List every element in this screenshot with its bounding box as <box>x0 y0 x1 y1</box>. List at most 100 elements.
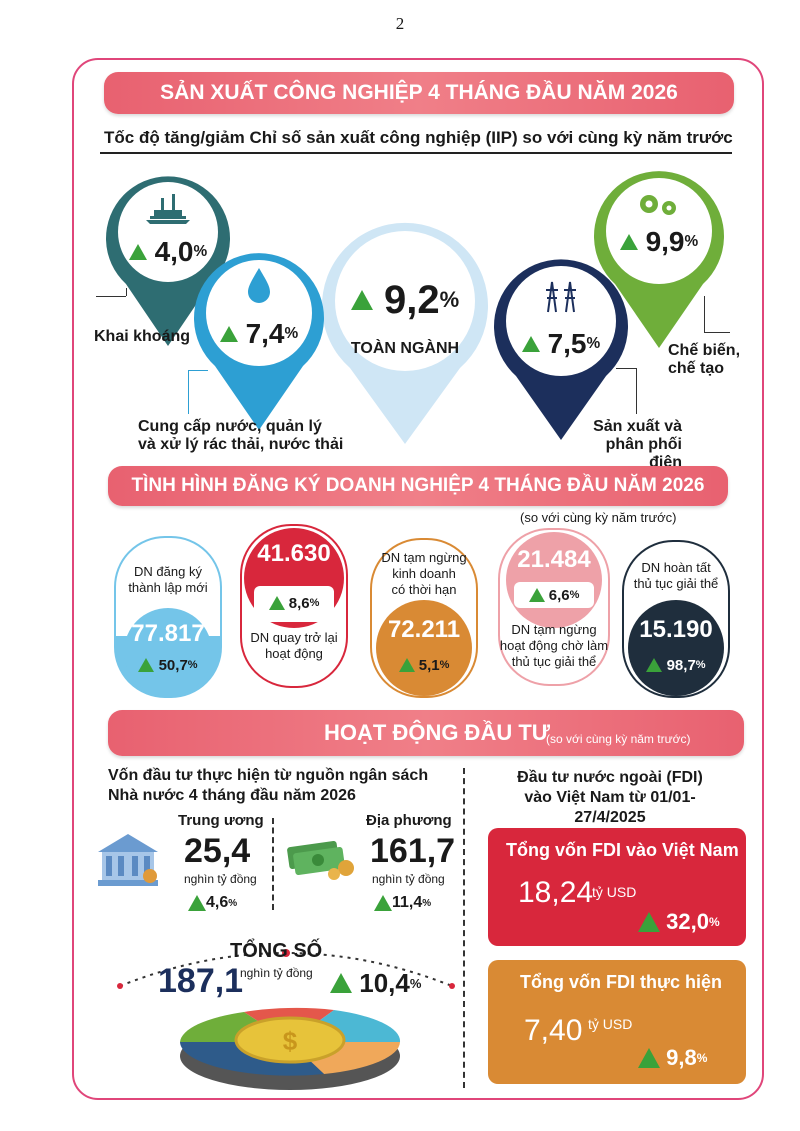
water-value: 7,4 <box>245 317 285 349</box>
pin-electricity: 7,5% <box>494 254 628 444</box>
pending-label-line1: DN tạm ngừng <box>511 622 597 637</box>
dissolved-label-line1: DN hoàn tất <box>641 560 711 575</box>
fdi-disbursed-box: Tổng vốn FDI thực hiện 7,40 tỷ USD 9,8% <box>488 960 746 1084</box>
pct-sign: % <box>439 659 450 672</box>
new-label-line2: thành lập mới <box>128 580 208 595</box>
total-investment-value: 187,1 <box>158 962 244 1000</box>
mining-value: 4,0 <box>154 235 194 267</box>
central-change: 4,6 <box>206 894 229 911</box>
increase-arrow-icon <box>638 912 660 933</box>
card-returned-business: 41.630 8,6% DN quay trở lại hoạt động <box>240 524 348 688</box>
total-investment-unit: nghìn tỷ đồng <box>240 966 313 980</box>
dissolved-value: 15.190 <box>639 616 713 643</box>
fdi-disbursed-label: Tổng vốn FDI thực hiện <box>520 972 723 992</box>
pending-change: 6,6 <box>548 586 570 604</box>
suspended-label-line3: có thời hạn <box>391 582 457 597</box>
pct-sign: % <box>422 897 432 909</box>
dotted-arc <box>117 949 455 989</box>
callout-line <box>704 332 730 333</box>
new-value: 77.817 <box>131 620 205 647</box>
manufacturing-label-line2: chế tạo <box>668 360 725 377</box>
increase-arrow-icon <box>350 290 373 311</box>
suspended-label-line1: DN tạm ngừng <box>381 550 467 565</box>
dissolved-change: 98,7 <box>666 656 696 674</box>
local-change: 11,4 <box>392 894 423 911</box>
gears-icon <box>640 195 676 215</box>
fdi-disbursed-change: 9,8 <box>666 1045 697 1071</box>
callout-line <box>616 368 636 369</box>
water-label: Cung cấp nước, quản lý và xử lý rác thải… <box>138 418 343 454</box>
investment-banner: HOẠT ĐỘNG ĐẦU TƯ (so với cùng kỳ năm trư… <box>108 710 744 756</box>
pct-sign: % <box>439 287 460 313</box>
pct-sign: % <box>708 915 720 930</box>
pct-sign: % <box>696 1051 708 1066</box>
increase-arrow-icon <box>219 325 238 342</box>
water-label-line1: Cung cấp nước, quản lý <box>138 418 322 435</box>
callout-line <box>704 296 705 332</box>
water-label-line2: và xử lý rác thải, nước thải <box>138 436 344 453</box>
page-number: 2 <box>395 14 405 33</box>
increase-arrow-icon <box>188 895 206 911</box>
pct-sign: % <box>187 659 198 672</box>
power-pylon-icon <box>546 281 576 313</box>
state-title-line1: Vốn đầu tư thực hiện từ nguồn ngân sách <box>108 767 429 784</box>
increase-arrow-icon <box>138 658 155 673</box>
state-title-line2: Nhà nước 4 tháng đầu năm 2026 <box>108 787 356 804</box>
state-investment-title: Vốn đầu tư thực hiện từ nguồn ngân sách … <box>108 766 428 806</box>
pin-total: 9,2% TOÀN NGÀNH <box>322 218 488 450</box>
water-drop-icon <box>248 268 270 303</box>
local-unit: nghìn tỷ đồng <box>372 872 445 886</box>
returned-change: 8,6 <box>288 594 310 612</box>
pct-sign: % <box>586 334 601 352</box>
increase-arrow-icon <box>521 335 540 352</box>
central-label: Trung ương <box>178 812 264 829</box>
suspended-label-line2: kinh doanh <box>392 566 456 581</box>
returned-label-line1: DN quay trở lại <box>250 630 338 645</box>
coin-pie-icon: $ <box>174 998 406 1094</box>
pct-sign: % <box>569 589 580 602</box>
manufacturing-value: 9,9 <box>645 225 685 257</box>
callout-line <box>126 288 127 296</box>
section-divider <box>463 768 465 1088</box>
content-frame <box>72 58 764 1100</box>
pct-sign: % <box>284 324 299 342</box>
manufacturing-label-line1: Chế biến, <box>668 342 741 359</box>
pin-manufacturing: 9,9% <box>594 166 724 352</box>
increase-arrow-icon <box>330 973 352 994</box>
manufacturing-label: Chế biến, chế tạo <box>668 342 748 378</box>
increase-arrow-icon <box>638 1048 660 1069</box>
business-banner: TÌNH HÌNH ĐĂNG KÝ DOANH NGHIỆP 4 THÁNG Đ… <box>108 466 728 506</box>
increase-arrow-icon <box>128 243 147 260</box>
iip-subtitle: Tốc độ tăng/giảm Chỉ số sản xuất công ng… <box>104 128 733 147</box>
returned-value: 41.630 <box>257 540 331 567</box>
pct-sign: % <box>684 232 699 250</box>
fdi-disbursed-unit: tỷ USD <box>588 1016 633 1032</box>
dissolved-label-line2: thủ tục giải thể <box>633 576 719 591</box>
fdi-registered-unit: tỷ USD <box>592 884 637 900</box>
oil-rig-icon <box>146 194 190 224</box>
divider <box>100 152 732 154</box>
card-pending-dissolution: 21.484 6,6% DN tạm ngừng hoạt động chờ l… <box>498 528 610 686</box>
central-value: 25,4 <box>184 832 251 870</box>
pct-sign: % <box>309 597 320 610</box>
returned-label-line2: hoạt động <box>265 646 323 661</box>
investment-banner-note: (so với cùng kỳ năm trước) <box>546 732 691 746</box>
fdi-registered-box: Tổng vốn FDI vào Việt Nam 18,24 tỷ USD 3… <box>488 828 746 946</box>
increase-arrow-icon <box>646 658 663 673</box>
increase-arrow-icon <box>619 233 638 250</box>
pct-sign: % <box>695 659 706 672</box>
callout-line <box>188 370 208 371</box>
fdi-title-line2: vào Việt Nam từ 01/01-27/4/2025 <box>524 789 696 826</box>
divider <box>272 818 274 910</box>
pending-label-line2: hoạt động chờ làm <box>499 638 609 653</box>
pct-sign: % <box>228 897 238 909</box>
pin-water: 7,4% <box>194 248 324 434</box>
electricity-value: 7,5 <box>547 327 587 359</box>
callout-line <box>636 368 637 414</box>
increase-arrow-icon <box>268 596 285 611</box>
iip-banner: SẢN XUẤT CÔNG NGHIỆP 4 THÁNG ĐẦU NĂM 202… <box>104 72 734 114</box>
total-value: 9,2 <box>383 277 440 322</box>
svg-text:$: $ <box>283 1026 298 1056</box>
pin-mining: 4,0% <box>106 170 230 350</box>
fdi-registered-label: Tổng vốn FDI vào Việt Nam <box>506 840 739 860</box>
